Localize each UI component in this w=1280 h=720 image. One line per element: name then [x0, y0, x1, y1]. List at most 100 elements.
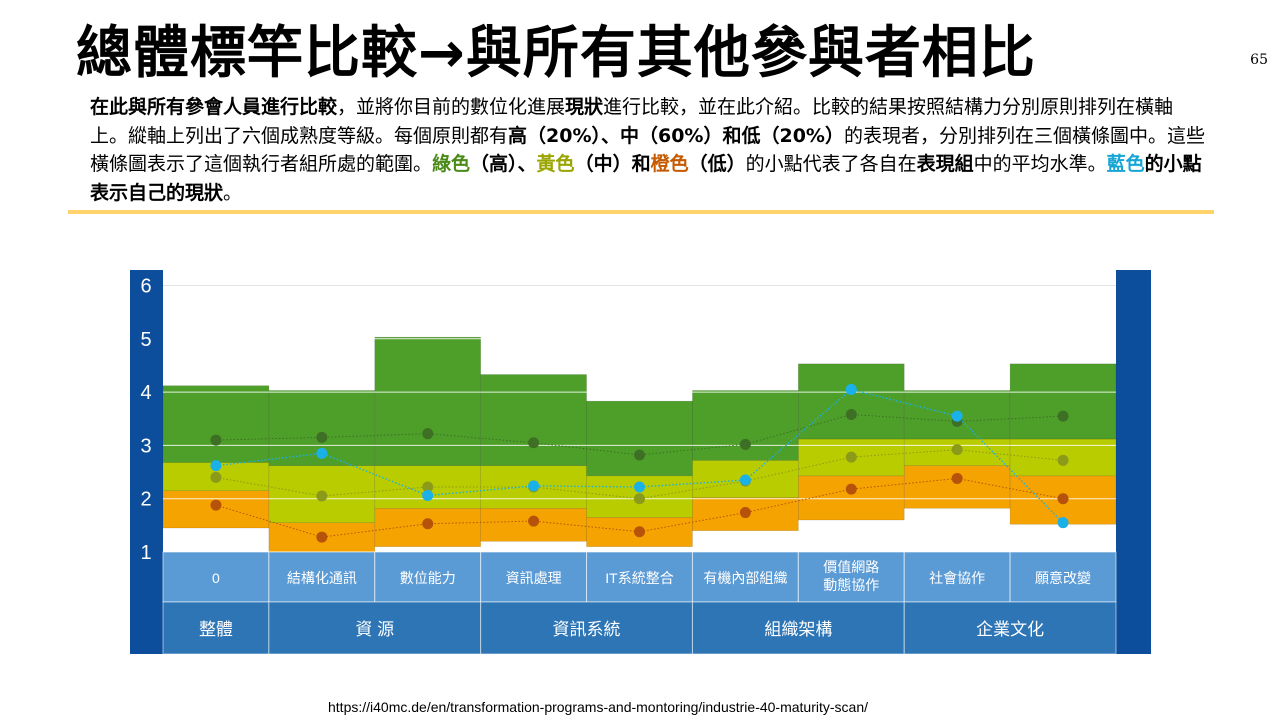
- y-tick-label: 1: [140, 542, 151, 564]
- series-point: [210, 499, 222, 511]
- category-cell: [374, 551, 482, 603]
- group-label: 整體: [199, 620, 233, 639]
- y-tick-label: 2: [140, 489, 151, 511]
- series-point: [316, 490, 328, 502]
- description-run: （低）: [688, 153, 746, 175]
- category-label-line: IT系統整合: [605, 570, 673, 586]
- category-cell: [797, 551, 905, 603]
- description-run: 高（20%）、中（60%）和低（20%）: [508, 124, 844, 147]
- low-band-bar: [586, 517, 693, 547]
- category-label: 結構化通訊: [287, 570, 357, 586]
- description-run: 藍色: [1106, 153, 1145, 175]
- group-cell: [162, 601, 270, 655]
- chart-frame-left: [130, 270, 163, 654]
- series-point: [422, 428, 434, 440]
- chart-canvas: 1 2 3 4 5 6 0 結構化通訊 數位能力 資訊處理 IT系統整合 有機內部組織 價值網路動態協作…: [130, 270, 1151, 655]
- description-run: 橙色: [650, 153, 689, 175]
- series-point: [1057, 493, 1069, 505]
- low-band-bar: [903, 465, 1011, 509]
- chart-frame-right: [1116, 270, 1151, 654]
- description-run: 表現組: [916, 153, 974, 175]
- category-label: 資訊處理: [506, 570, 562, 586]
- series-point: [316, 431, 328, 443]
- category-label: IT系統整合: [605, 570, 673, 586]
- series-point: [528, 437, 540, 449]
- series-point: [528, 515, 540, 527]
- series-point: [951, 444, 963, 456]
- group-cell: [268, 601, 482, 655]
- description-run: 。: [223, 181, 243, 204]
- high-band-bar: [162, 385, 270, 463]
- series-point: [1057, 410, 1069, 422]
- category-label: 願意改變: [1035, 570, 1091, 586]
- description-run: （高）、: [470, 153, 537, 175]
- category-label-line: 資訊處理: [506, 570, 562, 586]
- category-cell: [162, 551, 270, 603]
- y-tick-label: 6: [140, 276, 151, 298]
- series-point: [634, 481, 645, 493]
- page-number: 65: [1250, 52, 1268, 68]
- description-paragraph: 在此與所有參會人員進行比較，並將你目前的數位化進展現狀進行比較，並在此介紹。比較…: [90, 93, 1210, 207]
- series-point: [210, 460, 222, 472]
- description-run: （中）和: [574, 153, 651, 175]
- series-line: [215, 388, 1064, 524]
- y-tick-label: 5: [140, 329, 151, 351]
- series-point: [316, 531, 328, 543]
- category-label: 0: [212, 570, 220, 586]
- category-label-line: 社會協作: [929, 570, 985, 586]
- series-point: [845, 451, 857, 463]
- description-run: 在此與所有參會人員進行比較: [90, 96, 338, 118]
- description-run: 綠色: [432, 153, 471, 175]
- group-label: 組織架構: [764, 620, 832, 639]
- series-point: [210, 434, 222, 446]
- description-run: 進行比較，並在此介紹。比較的結果按照結構力分別原則排列在橫軸上。縱軸上列出了六個…: [90, 96, 1174, 147]
- category-label: 數位能力: [400, 570, 456, 586]
- group-cell: [691, 601, 905, 655]
- high-band-bar: [480, 374, 587, 466]
- description-run: 的表現者，分別排列在三個橫條圖中。這些橫條圖表示了這個執行者組所處的範圍。: [90, 124, 1205, 176]
- slide-title: 總體標竿比較→與所有其他參與者相比: [76, 21, 1036, 86]
- category-cell: [480, 551, 588, 603]
- series-point: [845, 408, 857, 420]
- category-label-line: 0: [212, 570, 220, 586]
- high-band-bar: [586, 400, 693, 477]
- high-band-bar: [798, 363, 905, 440]
- category-label-line: 結構化通訊: [287, 570, 357, 586]
- category-label: 有機內部組織: [703, 570, 787, 586]
- category-label: 價值網路動態協作: [823, 559, 879, 593]
- series-point: [845, 383, 857, 395]
- description-run: 黃色: [536, 153, 575, 175]
- series-point: [739, 507, 751, 519]
- category-label-line: 數位能力: [400, 570, 456, 586]
- series-point: [845, 483, 857, 495]
- series-point: [634, 526, 645, 538]
- category-label-line: 有機內部組織: [703, 570, 787, 586]
- description-run: 的小點表示自己的現狀: [90, 153, 1202, 204]
- series-point: [422, 518, 434, 530]
- series-point: [422, 481, 434, 493]
- category-label-line: 價值網路: [823, 559, 879, 575]
- divider-line: [68, 210, 1214, 214]
- series-point: [739, 438, 751, 450]
- series-point: [634, 493, 645, 505]
- series-point: [951, 410, 963, 422]
- description-run: ，並將你目前的數位化進展: [337, 96, 566, 118]
- high-band-bar: [1009, 363, 1117, 440]
- category-label-line: 願意改變: [1035, 570, 1091, 586]
- category-label: 社會協作: [929, 570, 985, 586]
- source-link[interactable]: https://i40mc.de/en/transformation-progr…: [328, 699, 869, 715]
- description-run: 中的平均水準。: [973, 153, 1107, 175]
- category-label-line: 動態協作: [823, 577, 879, 593]
- y-tick-label: 4: [140, 382, 151, 404]
- series-point: [1057, 454, 1069, 466]
- group-label: 企業文化: [976, 620, 1044, 639]
- high-band-bar: [692, 390, 799, 461]
- series-point: [1057, 517, 1069, 529]
- description-run: 的小點代表了各自在: [745, 153, 917, 175]
- series-point: [316, 447, 328, 459]
- benchmark-chart: 1 2 3 4 5 6 0 結構化通訊 數位能力 資訊處理 IT系統整合 有機內部組織 價值網路動態協作…: [130, 270, 1151, 655]
- series-point: [210, 471, 222, 483]
- group-cell: [903, 601, 1117, 655]
- category-cell: [691, 551, 799, 603]
- description-run: 現狀: [565, 96, 604, 118]
